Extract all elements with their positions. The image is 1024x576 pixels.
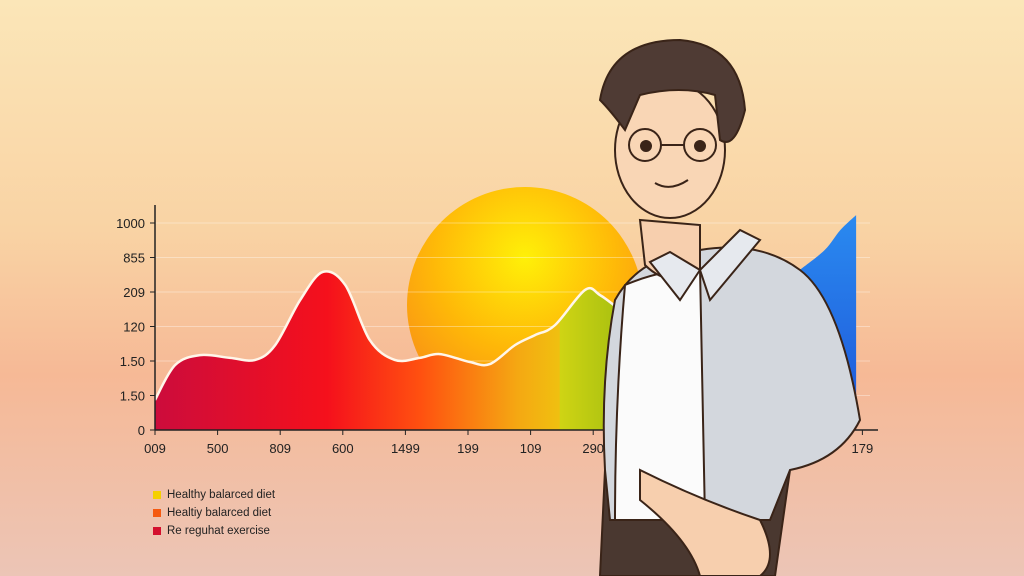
x-tick-label: 600 — [332, 441, 354, 456]
x-tick-label: 1499 — [391, 441, 420, 456]
x-tick-label: 290 — [582, 441, 604, 456]
y-tick-label: 1.50 — [120, 389, 145, 404]
y-tick-label: 855 — [123, 251, 145, 266]
legend-swatch — [153, 527, 161, 535]
y-tick-label: 1000 — [116, 216, 145, 231]
y-tick-label: 120 — [123, 320, 145, 335]
legend-swatch — [153, 509, 161, 517]
x-tick-label: 199 — [457, 441, 479, 456]
legend-label: Healthy balarced diet — [167, 489, 276, 501]
series-area — [155, 271, 621, 430]
legend-item: Healthy balarced diet — [153, 486, 275, 504]
legend-item: Healtiy balarced diet — [153, 504, 275, 522]
y-tick-label: 209 — [123, 285, 145, 300]
legend-item: Re reguhat exercise — [153, 522, 275, 540]
series-line — [153, 270, 621, 401]
x-tick-label: 500 — [207, 441, 229, 456]
x-tick-label: 179 — [852, 441, 874, 456]
person-illustration — [598, 38, 862, 576]
legend: Healthy balarced diet Healtiy balarced d… — [153, 486, 275, 540]
y-tick-label: 1.50 — [120, 354, 145, 369]
legend-label: Healtiy balarced diet — [167, 507, 272, 519]
x-tick-label: 809 — [269, 441, 291, 456]
y-tick-label: 0 — [138, 423, 145, 438]
x-tick-label: 109 — [520, 441, 542, 456]
legend-label: Re reguhat exercise — [167, 525, 270, 537]
x-tick-label: 009 — [144, 441, 166, 456]
legend-swatch — [153, 491, 161, 499]
